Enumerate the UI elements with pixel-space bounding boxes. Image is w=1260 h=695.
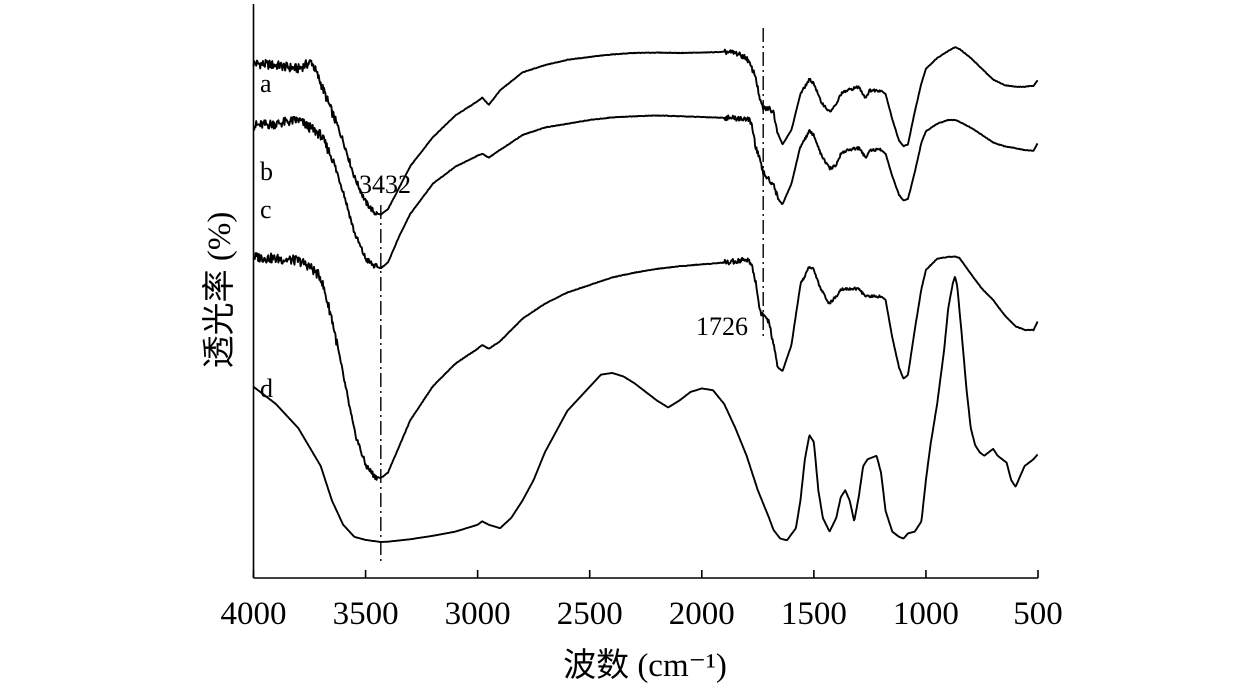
- y-axis-title: 透光率 (%): [201, 212, 238, 369]
- x-tick-label-1: 3500: [333, 596, 399, 632]
- x-tick-label-7: 500: [1013, 596, 1063, 632]
- x-tick-label-0: 4000: [221, 596, 287, 632]
- x-tick-label-3: 2500: [557, 596, 623, 632]
- x-axis-title: 波数 (cm⁻¹): [563, 647, 727, 684]
- curve-label-d: d: [260, 374, 273, 403]
- curve-label-a: a: [260, 69, 272, 98]
- curve-labels: a bc d: [260, 69, 273, 403]
- x-tick-label-5: 1500: [781, 596, 847, 632]
- ref-label-3432: 3432: [359, 170, 411, 199]
- ref-label-1726: 1726: [696, 312, 748, 341]
- x-tick-label-2: 3000: [445, 596, 511, 632]
- spectrum-d: [252, 276, 1039, 543]
- axes: [252, 4, 1038, 579]
- spectrum-b: [252, 114, 1039, 270]
- x-tick-label-4: 2000: [669, 596, 735, 632]
- spectrum-c: [252, 252, 1039, 481]
- spectrum-a: [252, 46, 1039, 216]
- reference-lines: 3432 1726: [359, 28, 764, 565]
- x-ticks: 4000 3500 3000 2500 2000 1500 1000 500: [221, 570, 1063, 632]
- x-tick-label-6: 1000: [893, 596, 959, 632]
- curve-label-c: c: [260, 195, 272, 224]
- spectra: [252, 46, 1039, 543]
- curve-label-b: b: [260, 157, 273, 186]
